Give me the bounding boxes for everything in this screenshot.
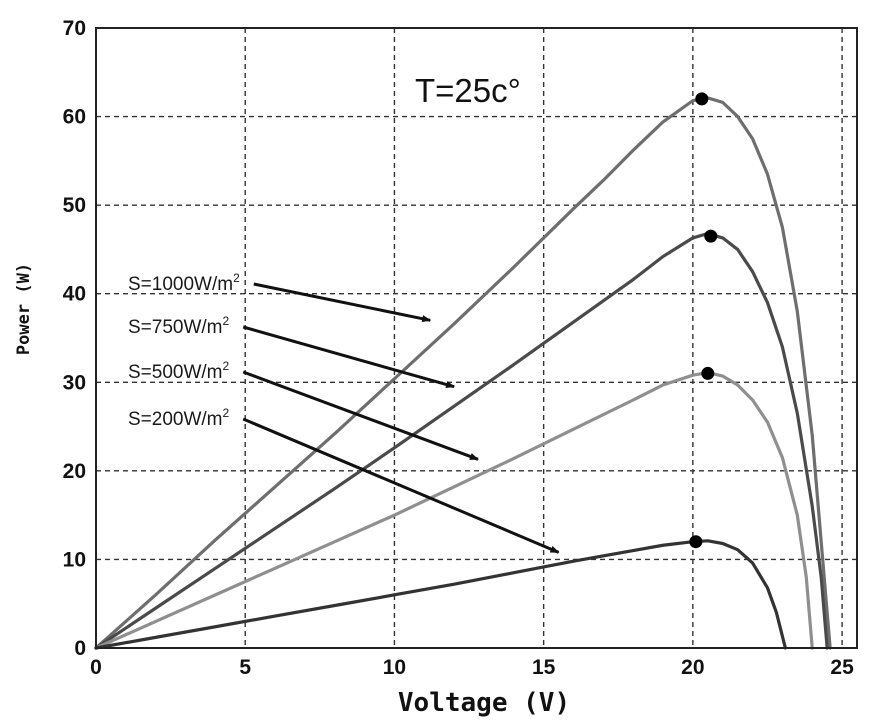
- irradiance-label: S=750W/m2: [128, 314, 230, 338]
- x-axis-title: Voltage (V): [398, 688, 570, 718]
- y-tick-label: 30: [63, 371, 86, 394]
- series-line: [94, 96, 832, 650]
- annotations: S=1000W/m2 S=750W/m2 S=500W/m2 S=200W/m2: [128, 271, 560, 554]
- plot-background: [96, 28, 857, 648]
- x-tick-label: 10: [383, 656, 406, 679]
- mpp-marker: [689, 535, 703, 549]
- x-tick-label: 15: [532, 656, 556, 679]
- x-tick-label: 25: [830, 656, 854, 679]
- x-tick-label: 0: [90, 656, 102, 679]
- annotation-arrow: [242, 417, 560, 554]
- temperature-label: T=25c°: [415, 72, 521, 109]
- y-tick-label: 10: [63, 548, 86, 571]
- y-tick-label: 70: [63, 17, 86, 40]
- x-tick-label: 20: [681, 656, 704, 679]
- irradiance-label: S=200W/m2: [128, 406, 230, 430]
- mpp-markers: [689, 92, 718, 549]
- mpp-marker: [701, 366, 715, 380]
- series-line: [94, 231, 829, 650]
- series-layer: [94, 96, 832, 650]
- series-line: [94, 539, 787, 650]
- irradiance-label: S=1000W/m2: [128, 271, 240, 295]
- plot-frame: [95, 27, 858, 649]
- y-tick-label: 50: [63, 194, 86, 217]
- y-tick-label: 60: [63, 106, 86, 129]
- y-axis-title: Power (W): [14, 263, 34, 355]
- y-tick-label: 20: [63, 460, 86, 483]
- annotation-arrow: [253, 282, 432, 323]
- series-line: [94, 370, 814, 650]
- y-tick-label: 0: [74, 637, 86, 660]
- y-tick-label: 40: [63, 283, 86, 306]
- annotation-arrow: [242, 325, 455, 389]
- grid: [96, 28, 857, 648]
- tick-labels: 0 5 10 15 20 25 0 10 20 30 40 50 60 70: [63, 17, 854, 679]
- x-tick-label: 5: [239, 656, 251, 679]
- mpp-marker: [704, 229, 718, 243]
- mpp-marker: [695, 92, 709, 106]
- irradiance-label: S=500W/m2: [128, 359, 230, 383]
- annotation-arrow: [242, 370, 479, 461]
